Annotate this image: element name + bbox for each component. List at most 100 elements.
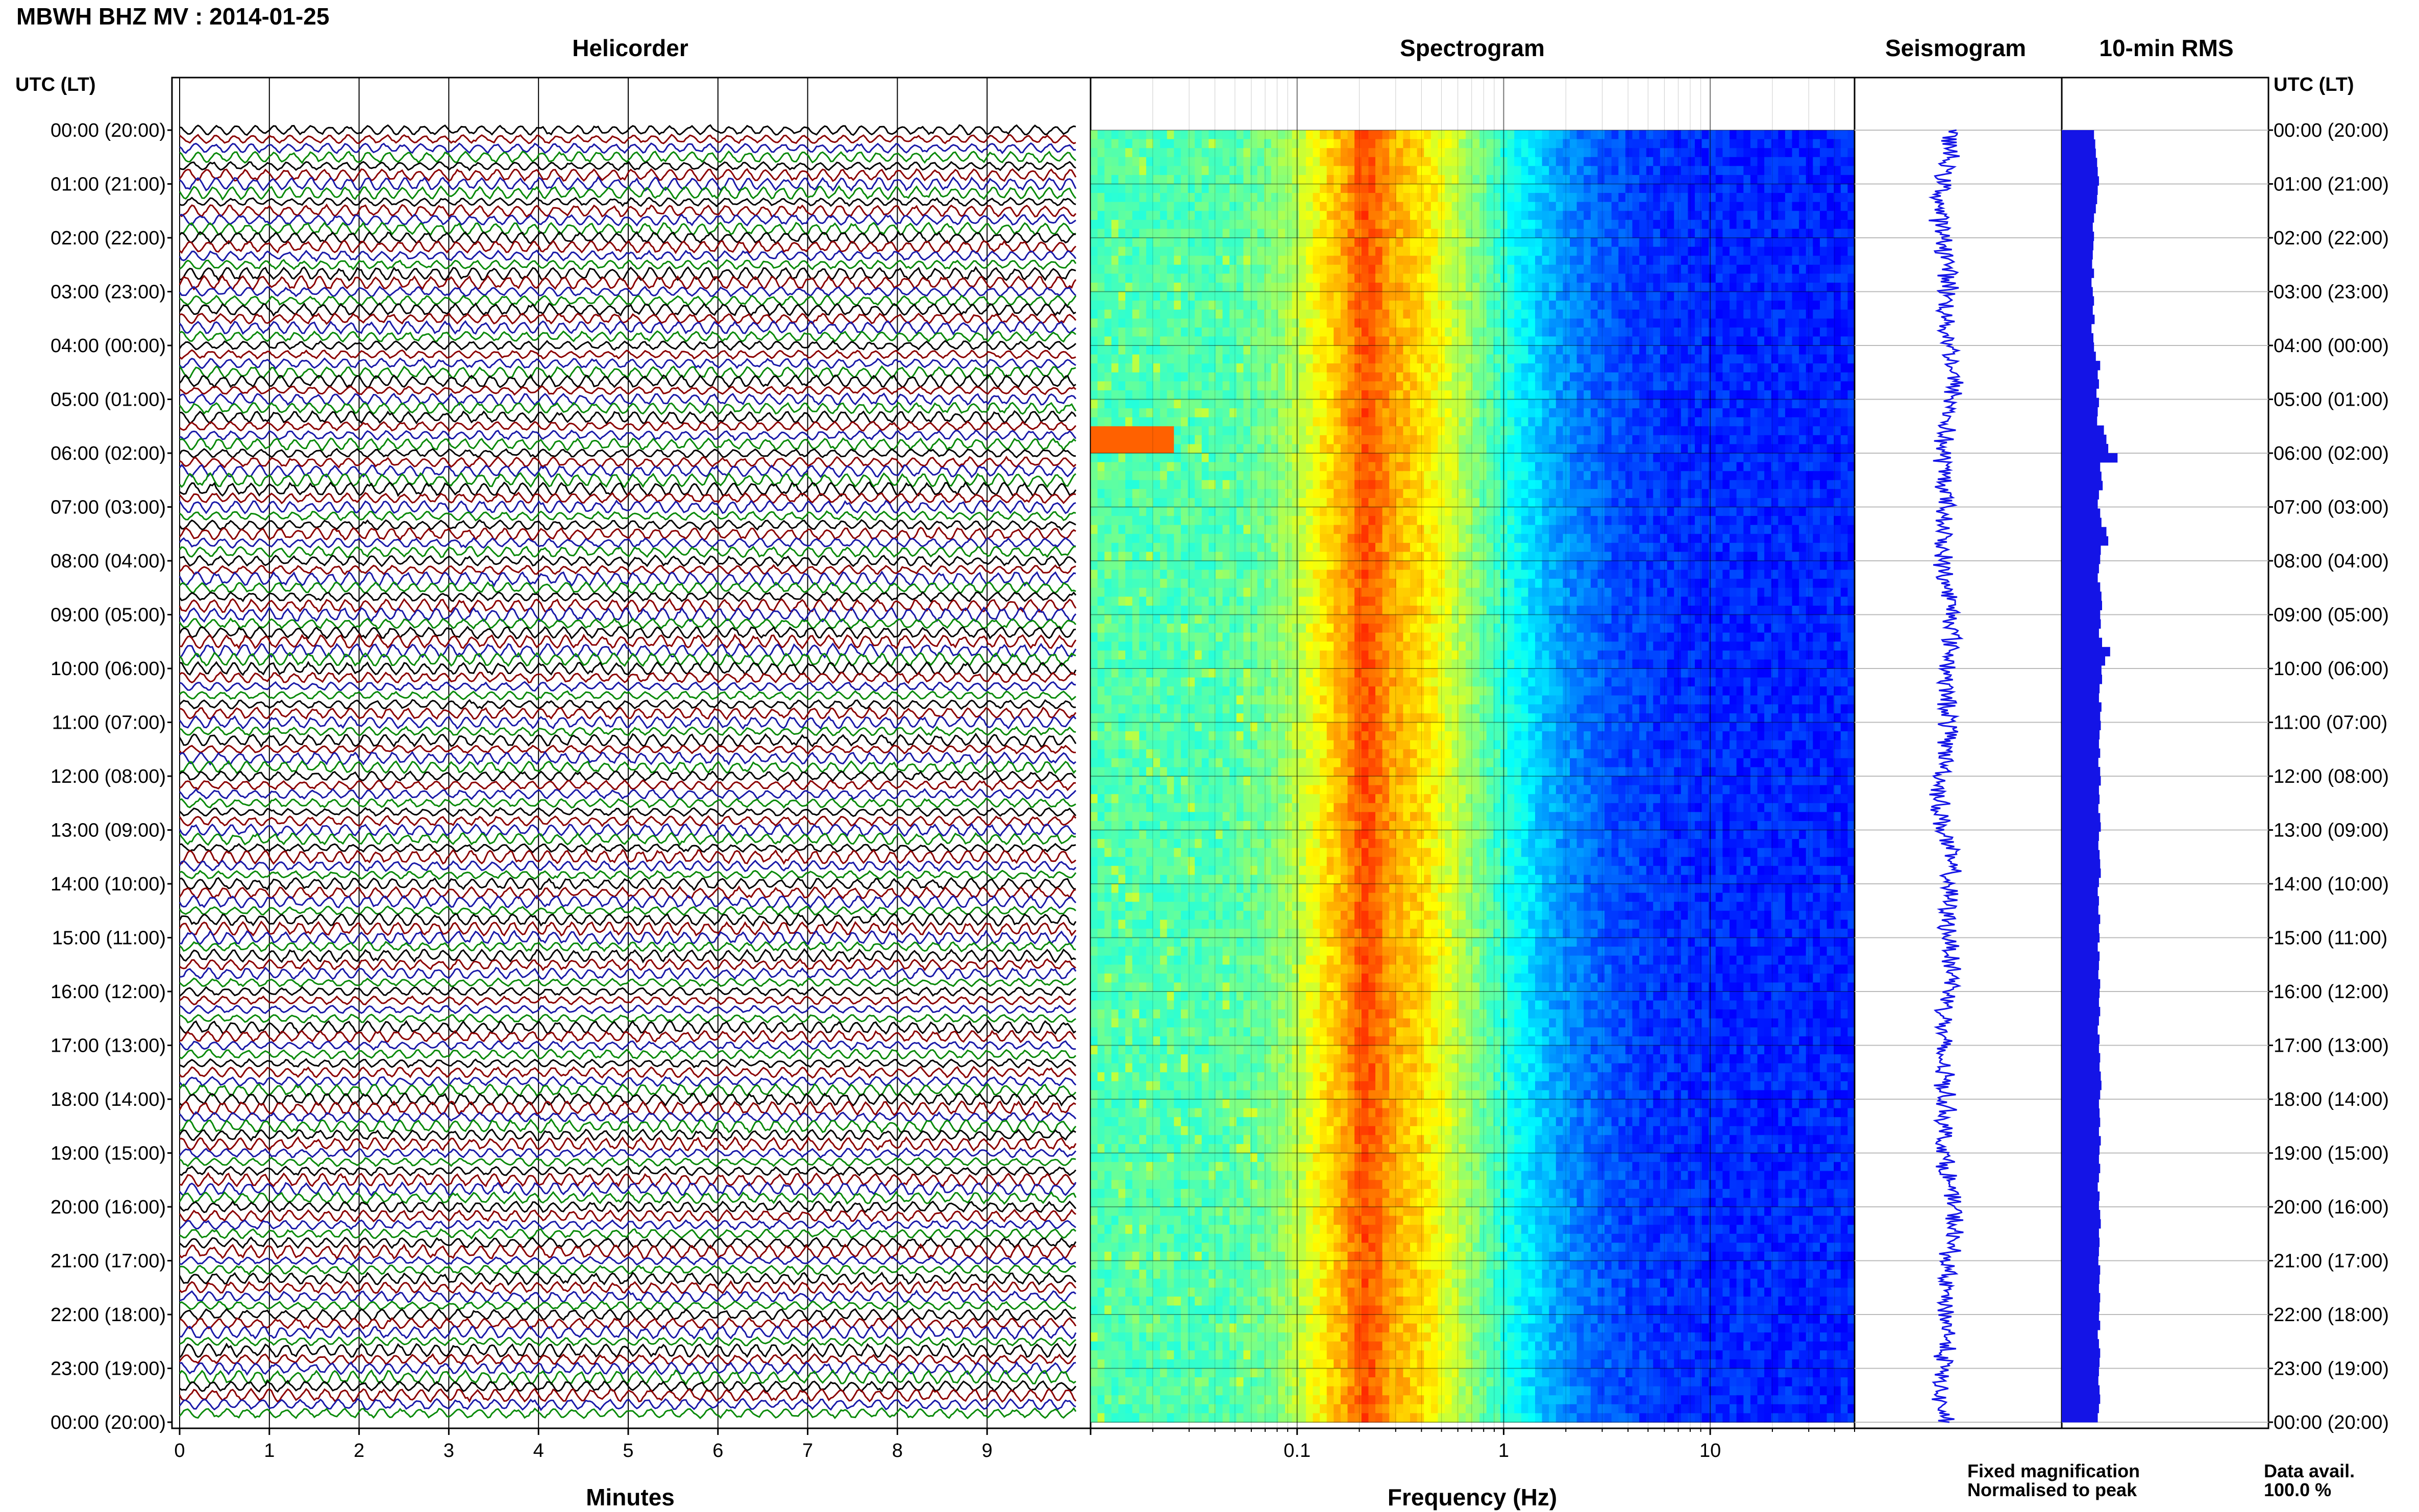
spectrogram-cell [1646, 372, 1653, 382]
spectrogram-cell [1382, 264, 1390, 274]
spectrogram-cell [1632, 229, 1640, 238]
spectrogram-cell [1528, 327, 1536, 337]
spectrogram-cell [1326, 453, 1334, 463]
spectrogram-cell [1743, 148, 1751, 158]
spectrogram-cell [1097, 246, 1105, 256]
spectrogram-cell [1271, 480, 1278, 489]
spectrogram-cell [1104, 157, 1112, 166]
spectrogram-cell [1243, 211, 1251, 220]
spectrogram-cell [1347, 130, 1355, 140]
spectrogram-cell [1445, 166, 1452, 176]
spectrogram-cell [1590, 282, 1598, 292]
spectrogram-cell [1305, 489, 1314, 499]
spectrogram-cell [1320, 246, 1327, 256]
spectrogram-cell [1430, 139, 1438, 148]
spectrogram-cell [1097, 256, 1105, 265]
spectrogram-cell [1424, 219, 1431, 229]
spectrogram-cell [1216, 327, 1223, 337]
spectrogram-cell [1701, 408, 1709, 418]
spectrogram-cell [1188, 489, 1195, 499]
helicorder-trace-line [179, 1200, 1077, 1213]
spectrogram-cell [1576, 130, 1584, 140]
spectrogram-cell [1514, 399, 1522, 409]
spectrogram-cell [1278, 327, 1286, 337]
spectrogram-cell [1785, 426, 1793, 436]
spectrogram-cell [1730, 471, 1737, 481]
spectrogram-cell [1701, 354, 1709, 364]
spectrogram-cell [1667, 363, 1674, 373]
spectrogram-cell [1403, 363, 1411, 373]
spectrogram-cell [1236, 489, 1244, 499]
spectrogram-cell [1125, 318, 1133, 328]
spectrogram-cell [1389, 471, 1397, 481]
spectrogram-cell [1820, 246, 1828, 256]
spectrogram-cell [1667, 426, 1674, 436]
spectrogram-cell [1125, 372, 1133, 382]
spectrogram-cell [1576, 184, 1584, 193]
spectrogram-cell [1091, 417, 1098, 427]
spectrogram-cell [1250, 148, 1258, 158]
spectrogram-cell [1216, 336, 1223, 346]
spectrogram-cell [1375, 444, 1383, 454]
spectrogram-cell [1632, 139, 1640, 148]
hour-label: 22:00 (18:00) [51, 1304, 166, 1326]
spectrogram-cell [1334, 157, 1341, 166]
spectrogram-cell [1486, 157, 1494, 166]
spectrogram-cell [1625, 291, 1633, 301]
spectrogram-cell [1764, 157, 1772, 166]
spectrogram-cell [1320, 408, 1327, 418]
spectrogram-cell [1174, 372, 1181, 382]
helicorder-trace-line [179, 940, 1076, 953]
spectrogram-cell [1750, 417, 1758, 427]
spectrogram-cell [1250, 301, 1258, 310]
spectrogram-cell [1403, 211, 1411, 220]
spectrogram-cell [1153, 417, 1161, 427]
spectrogram-cell [1590, 480, 1598, 489]
spectrogram-cell [1201, 229, 1209, 238]
spectrogram-cell [1785, 219, 1793, 229]
spectrogram-cell [1271, 345, 1278, 355]
spectrogram-cell [1313, 274, 1320, 283]
spectrogram-cell [1701, 336, 1709, 346]
spectrogram-cell [1417, 372, 1424, 382]
spectrogram-cell [1701, 130, 1709, 140]
spectrogram-cell [1584, 184, 1591, 193]
helicorder-trace-line [179, 787, 1077, 800]
spectrogram-cell [1430, 166, 1438, 176]
spectrogram-cell [1722, 238, 1730, 247]
spectrogram-cell [1465, 426, 1473, 436]
spectrogram-cell [1688, 327, 1695, 337]
helicorder-trace-line [179, 1342, 1077, 1358]
spectrogram-cell [1681, 139, 1688, 148]
spectrogram-cell [1305, 417, 1314, 427]
spectrogram-cell [1507, 193, 1515, 203]
spectrogram-cell [1334, 229, 1341, 238]
spectrogram-cell [1681, 291, 1688, 301]
spectrogram-cell [1368, 363, 1376, 373]
spectrogram-cell [1417, 291, 1424, 301]
spectrogram-cell [1403, 462, 1411, 472]
spectrogram-cell [1459, 139, 1466, 148]
spectrogram-cell [1278, 372, 1286, 382]
spectrogram-cell [1139, 291, 1147, 301]
spectrogram-cell [1556, 264, 1563, 274]
spectrogram-cell [1847, 193, 1855, 203]
spectrogram-cell [1271, 202, 1278, 211]
spectrogram-cell [1715, 256, 1723, 265]
spectrogram-cell [1792, 336, 1799, 346]
spectrogram-cell [1806, 274, 1813, 283]
spectrogram-cell [1292, 399, 1299, 409]
spectrogram-cell [1326, 202, 1334, 211]
spectrogram-cell [1736, 274, 1744, 283]
spectrogram-cell [1535, 202, 1543, 211]
spectrogram-cell [1847, 480, 1855, 489]
spectrogram-cell [1222, 471, 1230, 481]
spectrogram-cell [1382, 489, 1390, 499]
helicorder-trace-line [179, 365, 1076, 380]
spectrogram-cell [1389, 372, 1397, 382]
spectrogram-cell [1243, 507, 1251, 516]
spectrogram-cell [1326, 301, 1334, 310]
spectrogram-cell [1507, 363, 1515, 373]
spectrogram-cell [1424, 246, 1431, 256]
